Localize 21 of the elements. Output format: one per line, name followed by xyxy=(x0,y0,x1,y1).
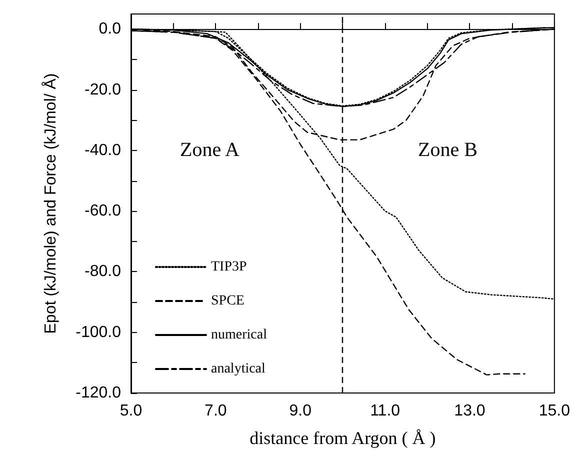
y-tick-label: -20.0 xyxy=(84,81,122,98)
y-axis-title: Epot (kJ/mole) and Force (kJ/mol/ Å) xyxy=(42,73,60,334)
y-tick-label: -120.0 xyxy=(76,384,122,402)
x-tick-label: 7.0 xyxy=(204,402,227,420)
annotation: Zone B xyxy=(418,139,478,161)
x-tick-label: 9.0 xyxy=(289,402,312,420)
y-tick-label: 0.0 xyxy=(98,20,122,38)
x-tick-label: 15.0 xyxy=(538,402,570,420)
legend-label: numerical xyxy=(211,328,268,342)
y-tick-label: -60.0 xyxy=(84,202,122,220)
y-tick-label: -80.0 xyxy=(84,263,122,280)
legend-label: SPCE xyxy=(211,294,244,308)
annotation: Zone A xyxy=(180,139,240,161)
x-tick-label: 5.0 xyxy=(120,402,142,420)
legend-label: analytical xyxy=(211,362,266,376)
legend-label: TIP3P xyxy=(211,260,247,274)
x-axis-title: distance from Argon ( Å ) xyxy=(250,428,436,448)
y-tick-label: -40.0 xyxy=(84,142,122,159)
x-tick-label: 13.0 xyxy=(454,402,486,420)
y-tick-label: -100.0 xyxy=(76,324,122,341)
x-tick-label: 11.0 xyxy=(370,402,400,420)
